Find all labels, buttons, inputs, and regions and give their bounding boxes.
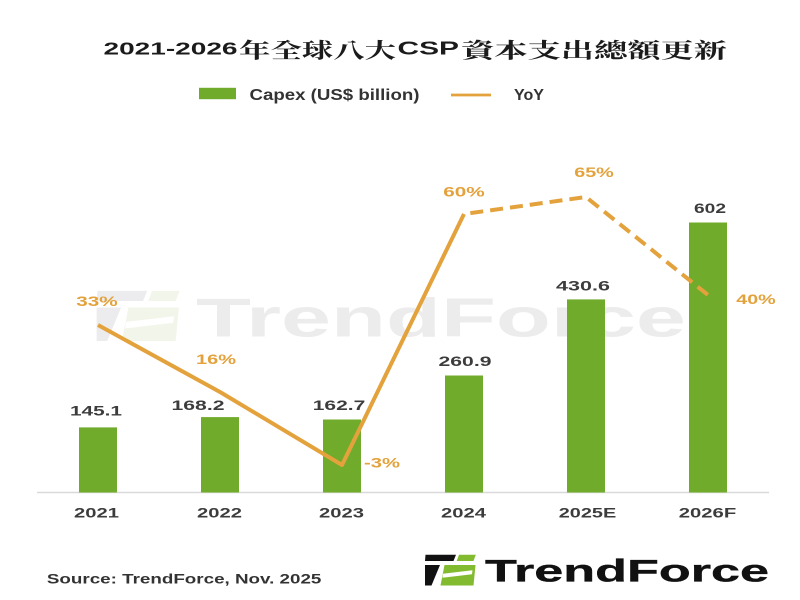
svg-text:168.2: 168.2 <box>172 397 225 413</box>
svg-text:2024: 2024 <box>441 505 486 521</box>
svg-text:40%: 40% <box>736 292 775 307</box>
svg-text:CSP: CSP <box>398 39 460 59</box>
svg-text:65%: 65% <box>574 165 614 180</box>
svg-text:60%: 60% <box>443 184 485 200</box>
svg-text:-3%: -3% <box>364 455 400 471</box>
svg-text:2021: 2021 <box>74 505 119 521</box>
svg-text:Source: TrendForce, Nov. 2025: Source: TrendForce, Nov. 2025 <box>47 572 322 587</box>
svg-text:16%: 16% <box>196 351 236 367</box>
svg-text:145.1: 145.1 <box>70 403 122 419</box>
svg-text:2022: 2022 <box>197 505 242 521</box>
svg-text:2021-2026: 2021-2026 <box>104 39 238 59</box>
svg-text:260.9: 260.9 <box>439 353 492 369</box>
svg-text:162.7: 162.7 <box>313 397 366 413</box>
svg-text:2025E: 2025E <box>559 504 617 520</box>
svg-text:430.6: 430.6 <box>556 278 610 294</box>
svg-text:602: 602 <box>694 200 726 216</box>
svg-text:YoY: YoY <box>514 87 544 104</box>
svg-text:2023: 2023 <box>319 505 364 521</box>
svg-text:33%: 33% <box>76 293 118 309</box>
svg-text:TrendForce: TrendForce <box>485 554 769 589</box>
svg-text:2026F: 2026F <box>679 505 737 521</box>
svg-text:TrendForce: TrendForce <box>196 287 686 349</box>
svg-text:Capex (US$ billion): Capex (US$ billion) <box>250 85 420 103</box>
